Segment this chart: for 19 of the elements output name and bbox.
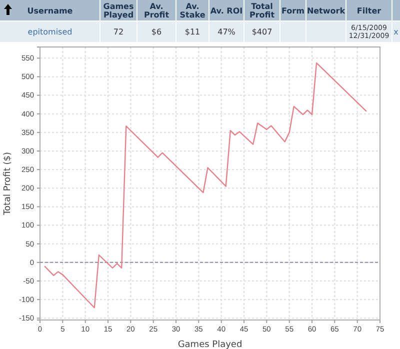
category-label: Form (282, 6, 304, 16)
text: $6 (151, 27, 162, 36)
category-label: Av. Profit (144, 2, 170, 20)
category-label: Network (306, 6, 346, 16)
text: $11 (184, 27, 200, 36)
category-label: Av. Stake (180, 2, 206, 20)
text: x (394, 27, 399, 36)
category-label: Games Played (103, 2, 134, 20)
y-axis-title: Total Profit ($) (3, 152, 13, 216)
line-series (44, 62, 367, 308)
category-label: Username (27, 6, 74, 16)
category-label: Total Profit (249, 2, 275, 20)
x-axis-title: Games Played (178, 340, 242, 349)
text: 72 (113, 27, 124, 36)
text: epitomised (28, 27, 72, 36)
category-label: Filter (356, 6, 382, 16)
text: $407 (252, 27, 272, 36)
text: 47% (218, 27, 236, 36)
category-label: Av. ROI (210, 6, 243, 16)
